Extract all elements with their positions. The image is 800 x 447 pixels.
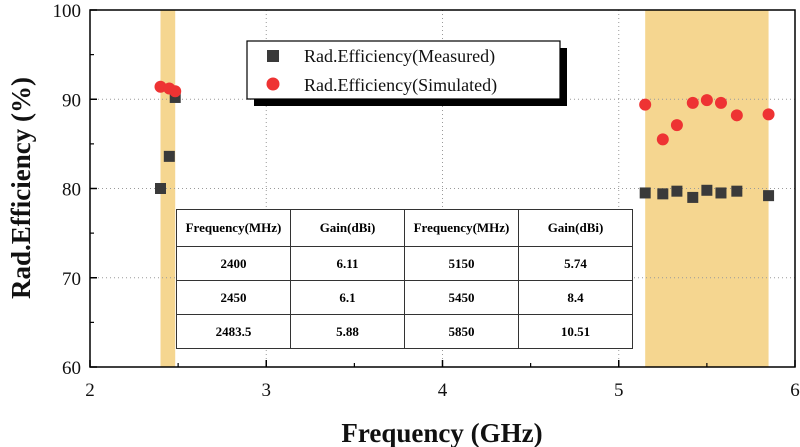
table-header-row: Frequency(MHz) Gain(dBi) Frequency(MHz) … bbox=[176, 209, 633, 247]
table-row: 2400 6.11 5150 5.74 bbox=[176, 246, 633, 281]
y-tick-label: 100 bbox=[53, 1, 82, 22]
y-axis-title: Rad.Efficiency (%) bbox=[6, 77, 36, 299]
y-tick-label: 90 bbox=[62, 90, 81, 111]
axis-ticks: 2 3 4 5 6 60 70 80 90 100 bbox=[53, 1, 800, 401]
simulated-point bbox=[762, 108, 775, 121]
y-tick-label: 70 bbox=[62, 269, 81, 290]
measured-point bbox=[715, 187, 727, 199]
table-header-cell: Gain(dBi) bbox=[518, 209, 633, 247]
x-tick-label: 3 bbox=[262, 380, 272, 401]
legend-simulated-marker bbox=[266, 77, 280, 91]
simulated-point bbox=[714, 96, 727, 109]
table-cell: 6.11 bbox=[290, 246, 405, 281]
table-row: 2483.5 5.88 5850 10.51 bbox=[176, 314, 633, 349]
x-tick-label: 4 bbox=[438, 380, 448, 401]
table-header-cell: Gain(dBi) bbox=[290, 209, 405, 247]
simulated-point bbox=[656, 133, 669, 146]
legend: Rad.Efficiency(Measured) Rad.Efficiency(… bbox=[246, 40, 567, 106]
simulated-point bbox=[169, 85, 182, 98]
x-axis-title: Frequency (GHz) bbox=[341, 418, 542, 447]
measured-point bbox=[701, 184, 713, 196]
x-tick-label: 2 bbox=[85, 380, 95, 401]
table-cell: 5850 bbox=[404, 314, 519, 349]
legend-box bbox=[246, 40, 561, 100]
legend-measured-label: Rad.Efficiency(Measured) bbox=[304, 46, 495, 67]
y-tick-label: 60 bbox=[62, 358, 81, 379]
table-cell: 5.88 bbox=[290, 314, 405, 349]
simulated-point bbox=[639, 98, 652, 111]
table-cell: 5450 bbox=[404, 280, 519, 315]
table-cell: 5.74 bbox=[518, 246, 633, 281]
y-tick-label: 80 bbox=[62, 180, 81, 201]
measured-point bbox=[671, 185, 683, 197]
simulated-point bbox=[686, 96, 699, 109]
measured-point bbox=[657, 188, 669, 200]
gain-table: Frequency(MHz) Gain(dBi) Frequency(MHz) … bbox=[176, 209, 633, 349]
measured-point bbox=[163, 150, 175, 162]
measured-point bbox=[763, 190, 775, 202]
measured-point bbox=[169, 91, 181, 103]
measured-point bbox=[639, 187, 651, 199]
measured-point bbox=[731, 185, 743, 197]
measured-point bbox=[687, 191, 699, 203]
table-cell: 5150 bbox=[404, 246, 519, 281]
table-header-cell: Frequency(MHz) bbox=[404, 209, 519, 247]
table-cell: 2483.5 bbox=[176, 314, 291, 349]
simulated-point bbox=[670, 119, 683, 132]
simulated-point bbox=[700, 94, 713, 107]
table-cell: 8.4 bbox=[518, 280, 633, 315]
table-row: 2450 6.1 5450 8.4 bbox=[176, 280, 633, 315]
legend-measured-marker bbox=[267, 50, 279, 62]
data-points bbox=[154, 80, 775, 203]
table-header-cell: Frequency(MHz) bbox=[176, 209, 291, 247]
measured-point bbox=[155, 183, 166, 194]
simulated-point bbox=[730, 109, 743, 122]
table-cell: 6.1 bbox=[290, 280, 405, 315]
table-cell: 2450 bbox=[176, 280, 291, 315]
legend-simulated-label: Rad.Efficiency(Simulated) bbox=[304, 75, 497, 96]
table-cell: 2400 bbox=[176, 246, 291, 281]
table-cell: 10.51 bbox=[518, 314, 633, 349]
x-tick-label: 5 bbox=[614, 380, 624, 401]
x-tick-label: 6 bbox=[790, 380, 800, 401]
